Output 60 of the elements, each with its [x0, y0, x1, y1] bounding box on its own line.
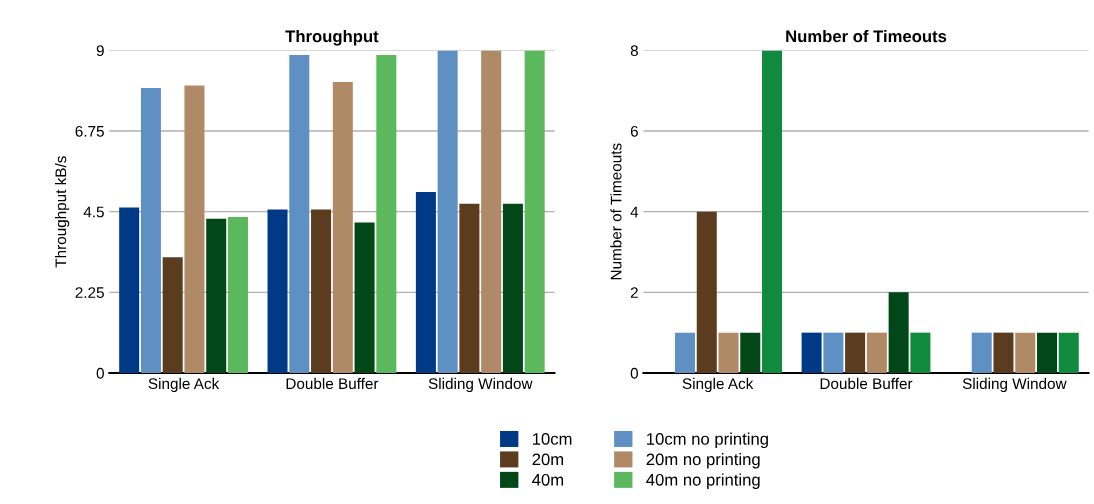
- x-tick-label: Sliding Window: [962, 377, 1067, 393]
- x-tick-label: Double Buffer: [820, 377, 913, 390]
- bar: [740, 332, 761, 373]
- y-axis-title: Number of Timeouts: [610, 143, 622, 280]
- bar: [993, 332, 1014, 373]
- legend-label: 10cm: [532, 432, 572, 445]
- y-tick-label: 0: [630, 367, 639, 379]
- bar: [1015, 332, 1036, 373]
- bar: [1058, 332, 1079, 373]
- chart-title: Number of Timeouts: [786, 29, 947, 43]
- bar: [459, 203, 480, 373]
- y-tick-label: 4: [630, 206, 639, 218]
- bar: [206, 218, 227, 373]
- y-tick-label: 0: [96, 367, 104, 379]
- y-tick-label: 2.25: [75, 287, 104, 299]
- bar: [910, 332, 931, 373]
- y-tick-label: 6.75: [75, 125, 104, 137]
- y-tick-label: 4.5: [83, 206, 104, 218]
- bar: [481, 50, 502, 373]
- bar: [227, 217, 248, 373]
- legend-label: 40m: [532, 473, 564, 486]
- y-axis-title: Throughput kB/s: [55, 156, 70, 268]
- legend-label: 10cm no printing: [647, 432, 768, 449]
- bar: [289, 55, 310, 373]
- legend-label: 20m: [532, 453, 564, 466]
- bar: [267, 209, 288, 373]
- y-tick-label: 6: [630, 125, 638, 137]
- bar: [311, 209, 332, 373]
- y-tick-label: 8: [630, 45, 638, 57]
- y-tick-label: 9: [96, 45, 104, 57]
- bar: [140, 88, 161, 373]
- x-tick-label: Single Ack: [682, 377, 754, 393]
- bar: [845, 332, 866, 373]
- bar: [971, 332, 992, 373]
- bar: [888, 292, 909, 373]
- legend-label: 20m no printing: [646, 453, 760, 469]
- bar: [696, 211, 717, 373]
- bar: [184, 85, 205, 373]
- x-tick-label: Double Buffer: [286, 377, 379, 390]
- x-tick-label: Single Ack: [148, 377, 220, 393]
- bar: [354, 222, 375, 373]
- legend-label: 40m no printing: [646, 473, 760, 489]
- bar: [119, 207, 140, 373]
- bar: [415, 191, 436, 373]
- bar: [162, 257, 183, 373]
- bar: [1036, 332, 1057, 373]
- x-tick-label: Sliding Window: [428, 377, 533, 393]
- bar: [762, 50, 783, 373]
- bar: [866, 332, 887, 373]
- chart-title: Throughput: [285, 29, 379, 46]
- bar: [524, 50, 545, 373]
- y-tick-label: 2: [630, 287, 638, 298]
- bar: [718, 332, 739, 373]
- bar: [437, 50, 458, 373]
- bar: [502, 203, 523, 373]
- bar: [332, 81, 353, 373]
- bar: [823, 332, 844, 373]
- bar: [376, 55, 397, 373]
- bar: [801, 332, 822, 373]
- bar: [675, 332, 696, 373]
